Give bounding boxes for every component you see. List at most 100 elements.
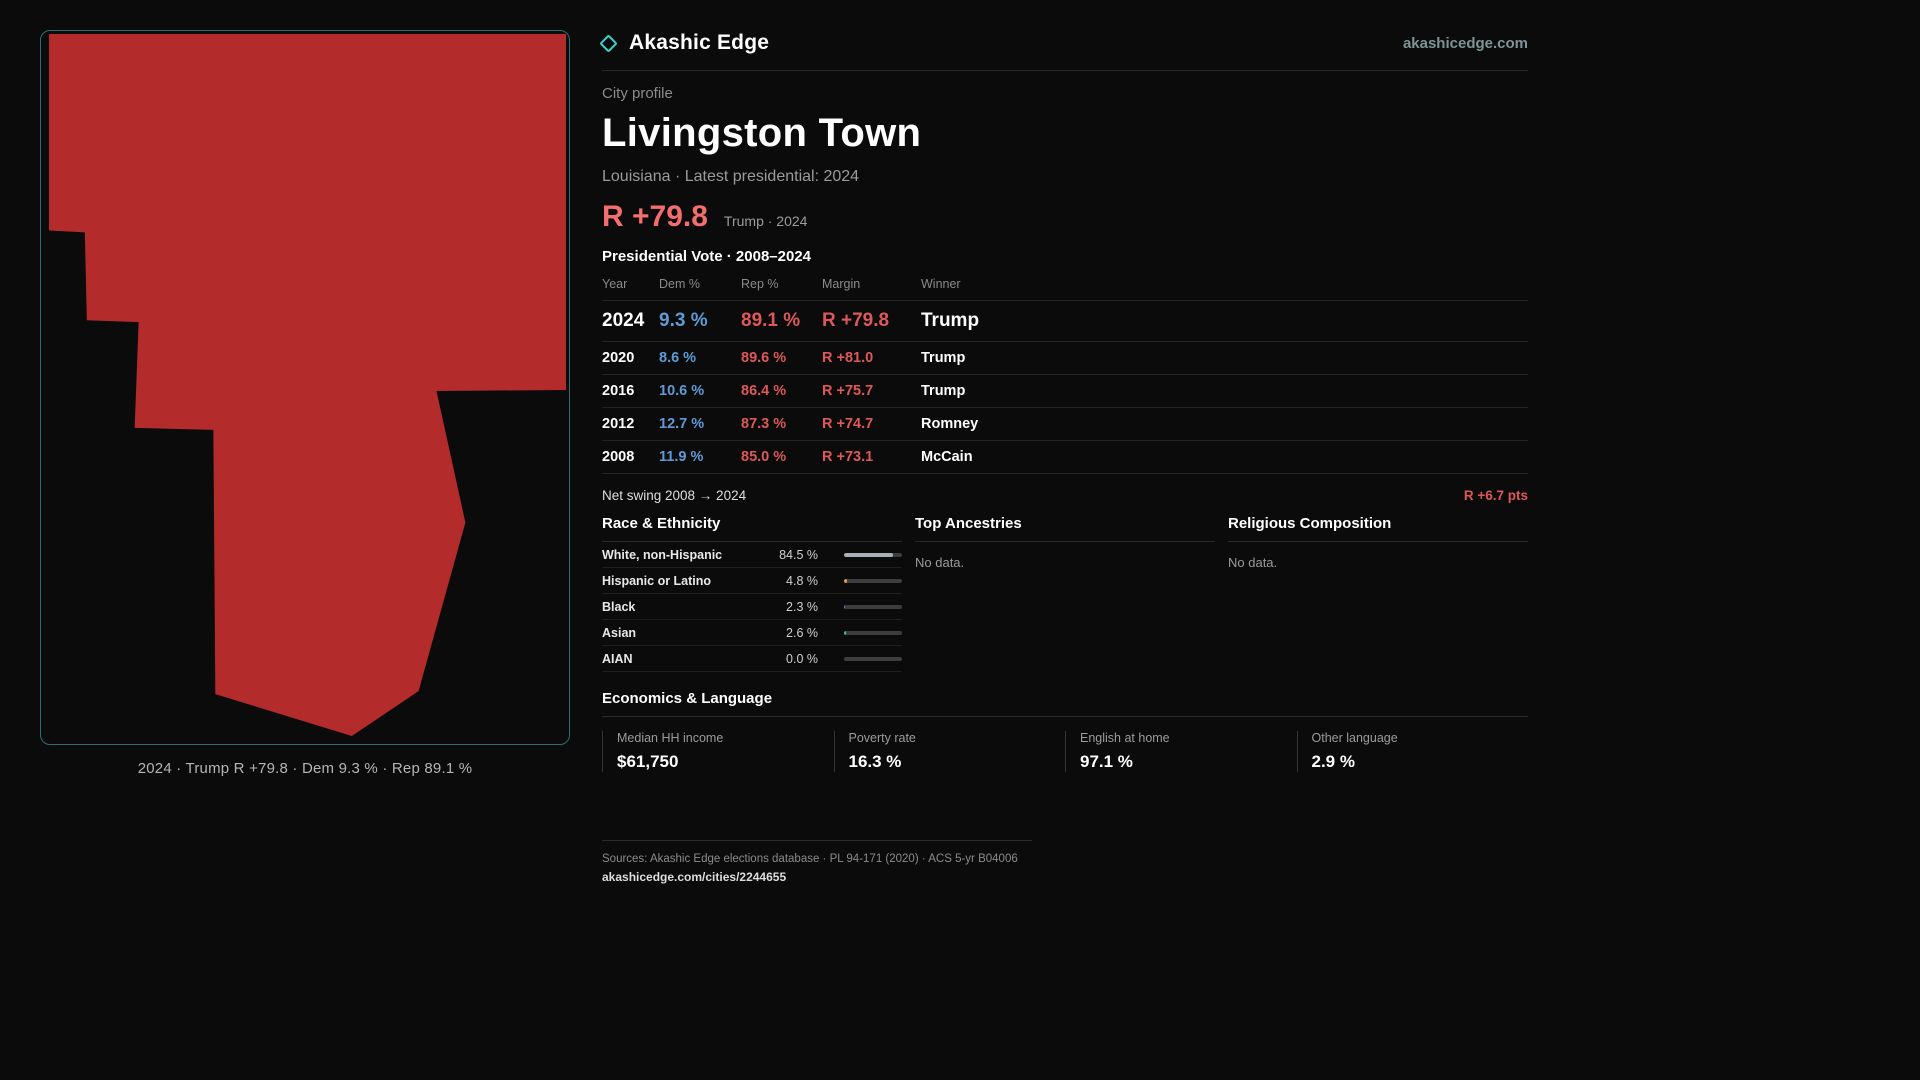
stat-label: English at home	[1080, 731, 1170, 745]
stat-value: $61,750	[617, 752, 679, 771]
city-permalink[interactable]: akashicedge.com/cities/2244655	[602, 870, 787, 884]
race-bar-fill	[844, 552, 893, 557]
col-dem: Dem %	[659, 277, 700, 291]
race-label: Hispanic or Latino	[602, 573, 712, 588]
vote-row-2008: 2008 11.9 % 85.0 % R +73.1 McCain	[602, 441, 1528, 474]
race-row: Hispanic or Latino 4.8 %	[602, 568, 902, 594]
year-cell: 2024	[602, 310, 645, 331]
demographics-grid: Race & Ethnicity White, non-Hispanic 84.…	[602, 515, 1528, 672]
winner-cell: Romney	[921, 416, 979, 432]
lead-margin: R +79.8	[602, 200, 708, 233]
brand-domain-link[interactable]: akashicedge.com	[1402, 34, 1528, 52]
page-footer: Sources: Akashic Edge elections database…	[602, 840, 1032, 884]
stat-label: Poverty rate	[848, 731, 916, 745]
net-swing-label: Net swing 2008 → 2024	[602, 488, 747, 503]
rep-cell: 86.4 %	[741, 383, 787, 399]
race-title: Race & Ethnicity	[602, 515, 902, 542]
race-bar-fill	[844, 604, 846, 609]
lead-row: R +79.8 Trump · 2024	[602, 200, 1528, 234]
year-cell: 2008	[602, 449, 635, 465]
stat-value: 97.1 %	[1080, 752, 1133, 771]
margin-cell: R +81.0	[822, 350, 874, 366]
race-value: 0.0 %	[786, 651, 818, 666]
rep-cell: 87.3 %	[741, 416, 787, 432]
race-bar	[844, 578, 902, 583]
race-bar	[844, 656, 902, 661]
dem-cell: 9.3 %	[659, 310, 708, 331]
col-rep: Rep %	[741, 277, 779, 291]
subtitle: Louisiana · Latest presidential: 2024	[602, 168, 860, 185]
city-shape	[48, 33, 567, 737]
stat-value: 16.3 %	[848, 752, 902, 771]
year-cell: 2012	[602, 416, 635, 432]
year-cell: 2020	[602, 350, 635, 366]
winner-cell: Trump	[921, 350, 966, 366]
vote-row-2012: 2012 12.7 % 87.3 % R +74.7 Romney	[602, 408, 1528, 441]
race-row: Asian 2.6 %	[602, 620, 902, 646]
net-swing-value: R +6.7 pts	[1463, 488, 1528, 503]
dem-cell: 8.6 %	[659, 350, 697, 366]
race-label: Asian	[602, 625, 637, 640]
stat-value: 2.9 %	[1311, 752, 1355, 771]
ancestries-empty: No data.	[915, 555, 965, 570]
vote-row-2020: 2020 8.6 % 89.6 % R +81.0 Trump	[602, 342, 1528, 375]
ancestries-section: Top Ancestries No data.	[915, 515, 1215, 672]
map-panel	[40, 30, 570, 745]
dem-cell: 12.7 %	[659, 416, 705, 432]
page-header: Akashic Edge akashicedge.com	[599, 26, 1528, 60]
ancestries-title: Top Ancestries	[915, 515, 1215, 542]
col-winner: Winner	[921, 277, 961, 291]
race-ethnicity-section: Race & Ethnicity White, non-Hispanic 84.…	[602, 515, 902, 672]
race-bar	[844, 630, 902, 635]
margin-cell: R +75.7	[822, 383, 874, 399]
winner-cell: McCain	[921, 449, 973, 465]
race-label: White, non-Hispanic	[602, 547, 723, 562]
brand: Akashic Edge	[599, 31, 770, 55]
vote-table: Year Dem % Rep % Margin Winner 2024 9.3 …	[602, 273, 1528, 474]
winner-cell: Trump	[921, 310, 980, 331]
content-column: Akashic Edge akashicedge.com City profil…	[599, 26, 1528, 884]
net-swing-row: Net swing 2008 → 2024 R +6.7 pts	[602, 488, 1528, 503]
race-value: 2.3 %	[786, 599, 818, 614]
economics-stats: Median HH income $61,750 Poverty rate 16…	[602, 731, 1528, 772]
race-value: 2.6 %	[786, 625, 818, 640]
brand-name: Akashic Edge	[629, 31, 770, 54]
vote-row-2016: 2016 10.6 % 86.4 % R +75.7 Trump	[602, 375, 1528, 408]
race-value: 84.5 %	[779, 547, 818, 562]
diamond-logo-icon	[599, 33, 618, 53]
col-year: Year	[602, 277, 628, 291]
stat-median-income: Median HH income $61,750	[602, 731, 834, 772]
margin-cell: R +79.8	[822, 310, 890, 331]
stat-poverty-rate: Poverty rate 16.3 %	[833, 731, 1066, 772]
stat-other-language: Other language 2.9 %	[1296, 731, 1529, 772]
rep-cell: 85.0 %	[741, 449, 787, 465]
margin-cell: R +73.1	[822, 449, 874, 465]
dem-cell: 11.9 %	[659, 449, 704, 465]
stat-label: Median HH income	[617, 731, 724, 745]
year-cell: 2016	[602, 383, 635, 399]
vote-table-title: Presidential Vote · 2008–2024	[602, 248, 812, 265]
economics-title: Economics & Language	[602, 690, 1528, 717]
sources-text: Sources: Akashic Edge elections database…	[602, 853, 1018, 865]
religion-section: Religious Composition No data.	[1228, 515, 1528, 672]
religion-empty: No data.	[1228, 555, 1278, 570]
vote-row-2024: 2024 9.3 % 89.1 % R +79.8 Trump	[602, 301, 1528, 342]
stat-label: Other language	[1311, 731, 1398, 745]
margin-cell: R +74.7	[822, 416, 874, 432]
race-row: Black 2.3 %	[602, 594, 902, 620]
race-label: AIAN	[602, 651, 633, 666]
map-caption: 2024 · Trump R +79.8 · Dem 9.3 % · Rep 8…	[137, 760, 473, 777]
race-bar-fill	[844, 578, 847, 583]
rep-cell: 89.6 %	[741, 350, 787, 366]
religion-title: Religious Composition	[1228, 515, 1528, 542]
race-row: White, non-Hispanic 84.5 %	[602, 542, 902, 568]
rep-cell: 89.1 %	[741, 310, 801, 331]
winner-cell: Trump	[921, 383, 966, 399]
dem-cell: 10.6 %	[659, 383, 705, 399]
race-bar-fill	[844, 630, 846, 635]
race-bar	[844, 604, 902, 609]
race-row: AIAN 0.0 %	[602, 646, 902, 672]
map-column: 2024 · Trump R +79.8 · Dem 9.3 % · Rep 8…	[40, 30, 570, 777]
header-divider	[602, 70, 1528, 71]
race-value: 4.8 %	[786, 573, 818, 588]
